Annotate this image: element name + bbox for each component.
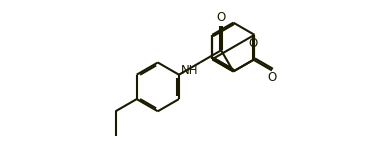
Text: O: O xyxy=(268,71,277,84)
Text: O: O xyxy=(249,37,258,50)
Text: O: O xyxy=(217,11,226,24)
Text: NH: NH xyxy=(181,64,199,77)
